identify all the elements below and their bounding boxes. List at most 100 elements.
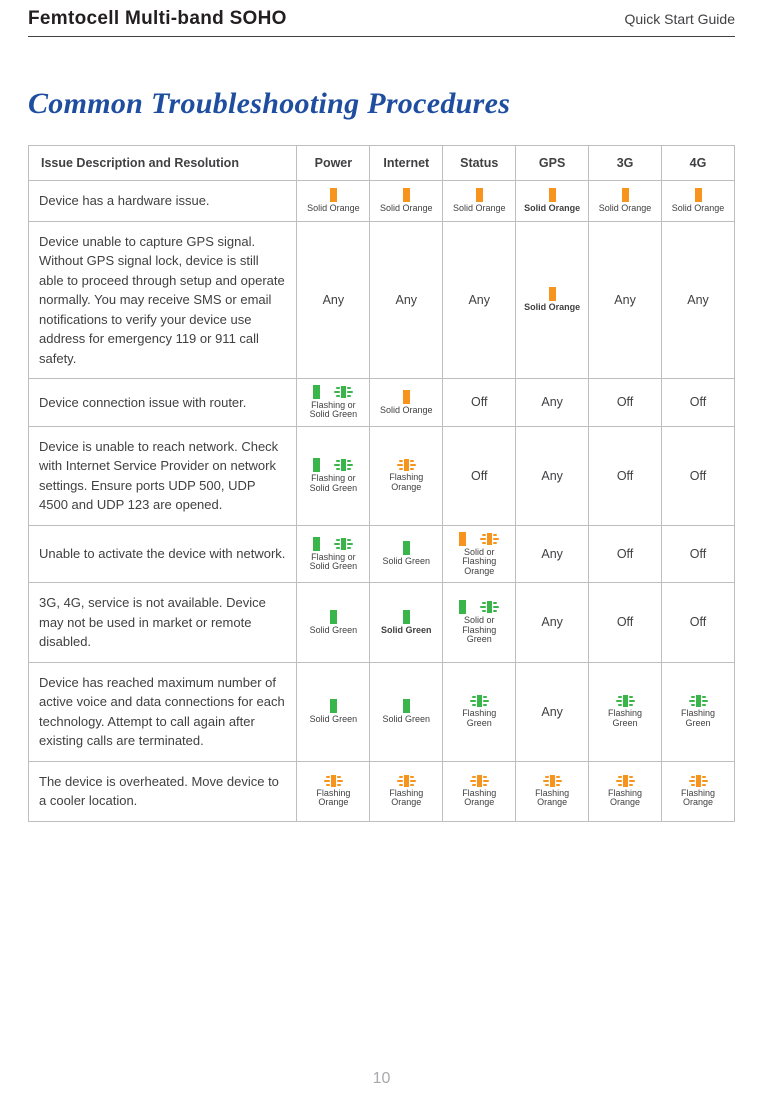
table-row: Unable to activate the device with netwo…	[29, 525, 735, 582]
issue-description: Unable to activate the device with netwo…	[29, 525, 297, 582]
led-label: Solid orFlashingOrange	[462, 548, 496, 576]
table-row: The device is overheated. Move device to…	[29, 761, 735, 821]
led-label: FlashingGreen	[608, 709, 642, 728]
led-label: Solid Orange	[307, 204, 360, 213]
cell-text: Any	[468, 293, 490, 307]
column-header: Internet	[370, 146, 443, 181]
table-cell: Solid Orange	[589, 181, 662, 222]
led-solid-icon	[313, 385, 320, 399]
led-flash-icon	[480, 601, 499, 613]
led-label: FlashingOrange	[535, 789, 569, 808]
led-label: Flashing orSolid Green	[310, 401, 358, 420]
cell-text: Any	[541, 547, 563, 561]
table-cell: Flashing orSolid Green	[297, 426, 370, 525]
led-label: FlashingGreen	[681, 709, 715, 728]
table-cell: Flashing orSolid Green	[297, 379, 370, 427]
led-label: FlashingGreen	[462, 709, 496, 728]
table-cell: FlashingOrange	[370, 761, 443, 821]
cell-text: Off	[690, 615, 706, 629]
column-header: 4G	[662, 146, 735, 181]
table-cell: Off	[662, 426, 735, 525]
table-cell: Off	[589, 379, 662, 427]
led-solid-icon	[549, 287, 556, 301]
table-cell: Any	[370, 221, 443, 379]
table-cell: Off	[589, 426, 662, 525]
issue-description: 3G, 4G, service is not available. Device…	[29, 583, 297, 663]
cell-text: Off	[617, 547, 633, 561]
table-row: Device has reached maximum number of act…	[29, 662, 735, 761]
table-cell: Any	[297, 221, 370, 379]
led-flash-icon	[689, 695, 708, 707]
table-cell: FlashingGreen	[443, 662, 516, 761]
cell-text: Any	[614, 293, 636, 307]
led-solid-icon	[403, 610, 410, 624]
table-cell: Solid Green	[370, 525, 443, 582]
column-header: Issue Description and Resolution	[29, 146, 297, 181]
table-cell: Any	[516, 662, 589, 761]
led-flash-icon	[324, 775, 343, 787]
issue-description: The device is overheated. Move device to…	[29, 761, 297, 821]
table-cell: Off	[589, 583, 662, 663]
led-label: Solid Orange	[672, 204, 725, 213]
led-solid-icon	[313, 537, 320, 551]
table-cell: FlashingGreen	[589, 662, 662, 761]
led-label: Flashing orSolid Green	[310, 474, 358, 493]
cell-text: Off	[690, 395, 706, 409]
led-label: Solid Orange	[524, 204, 580, 213]
led-flash-icon	[397, 459, 416, 471]
table-cell: FlashingOrange	[662, 761, 735, 821]
led-label: FlashingOrange	[462, 789, 496, 808]
table-cell: Solid Orange	[297, 181, 370, 222]
table-cell: Any	[589, 221, 662, 379]
led-solid-icon	[622, 188, 629, 202]
issue-description: Device connection issue with router.	[29, 379, 297, 427]
header-sub: Quick Start Guide	[625, 11, 736, 27]
led-label: FlashingOrange	[389, 473, 423, 492]
table-body: Device has a hardware issue. Solid Orange…	[29, 181, 735, 822]
table-cell: Solid Green	[370, 662, 443, 761]
led-label: FlashingOrange	[681, 789, 715, 808]
led-label: FlashingOrange	[316, 789, 350, 808]
cell-text: Off	[471, 395, 487, 409]
led-flash-icon	[616, 775, 635, 787]
table-cell: FlashingOrange	[589, 761, 662, 821]
table-cell: Any	[516, 525, 589, 582]
table-cell: Any	[662, 221, 735, 379]
page-number: 10	[0, 1070, 763, 1088]
table-cell: Off	[662, 525, 735, 582]
led-solid-icon	[403, 541, 410, 555]
issue-description: Device unable to capture GPS signal. Wit…	[29, 221, 297, 379]
cell-text: Off	[690, 547, 706, 561]
table-cell: FlashingOrange	[297, 761, 370, 821]
led-label: Solid Orange	[453, 204, 506, 213]
led-solid-icon	[313, 458, 320, 472]
cell-text: Any	[323, 293, 345, 307]
page-title: Common Troubleshooting Procedures	[28, 87, 735, 121]
table-cell: Any	[516, 426, 589, 525]
table-cell: FlashingOrange	[370, 426, 443, 525]
table-cell: Off	[662, 583, 735, 663]
cell-text: Any	[687, 293, 709, 307]
table-row: Device connection issue with router. Flas…	[29, 379, 735, 427]
led-flash-icon	[334, 459, 353, 471]
table-cell: Solid Green	[297, 662, 370, 761]
cell-text: Any	[541, 615, 563, 629]
led-solid-icon	[330, 699, 337, 713]
led-flash-icon	[689, 775, 708, 787]
led-label: Flashing orSolid Green	[310, 553, 358, 572]
table-cell: Solid Orange	[370, 379, 443, 427]
led-label: FlashingOrange	[608, 789, 642, 808]
led-label: Solid Green	[310, 715, 358, 724]
table-cell: Solid Orange	[443, 181, 516, 222]
cell-text: Any	[541, 469, 563, 483]
led-label: Solid Orange	[599, 204, 652, 213]
table-cell: Solid Orange	[516, 221, 589, 379]
led-label: Solid Green	[381, 626, 432, 635]
led-flash-icon	[397, 775, 416, 787]
column-header: 3G	[589, 146, 662, 181]
table-cell: FlashingGreen	[662, 662, 735, 761]
table-head: Issue Description and ResolutionPowerInt…	[29, 146, 735, 181]
led-solid-icon	[330, 610, 337, 624]
table-cell: Any	[443, 221, 516, 379]
issue-description: Device has a hardware issue.	[29, 181, 297, 222]
